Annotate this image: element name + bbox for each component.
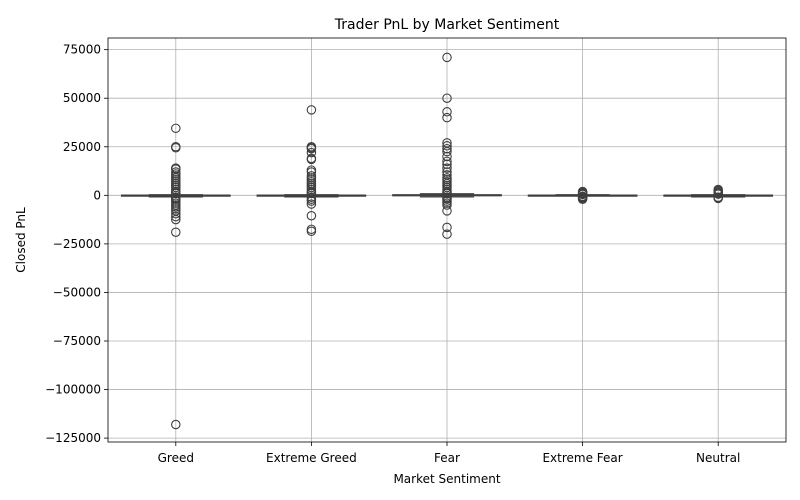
outlier-point bbox=[577, 194, 588, 204]
outlier-point bbox=[171, 209, 181, 219]
outlier-point bbox=[442, 93, 452, 103]
y-tick-label: −25000 bbox=[53, 237, 101, 251]
x-tick-label: Fear bbox=[434, 451, 460, 465]
outlier-point bbox=[306, 143, 317, 154]
outlier-point bbox=[442, 151, 452, 162]
outlier-point bbox=[442, 167, 452, 177]
outlier-point bbox=[306, 147, 317, 158]
outlier-point bbox=[442, 141, 452, 151]
outlier-point bbox=[171, 227, 181, 237]
outlier-point bbox=[306, 226, 317, 237]
x-tick-label: Extreme Fear bbox=[542, 451, 622, 465]
box-layer bbox=[120, 52, 774, 430]
y-tick-label: −75000 bbox=[53, 334, 101, 348]
outlier-point bbox=[306, 196, 317, 206]
y-tick-label: 25000 bbox=[63, 140, 101, 154]
outlier-point bbox=[442, 163, 452, 173]
outlier-point bbox=[306, 188, 317, 199]
outlier-point bbox=[171, 188, 181, 199]
outlier-point bbox=[713, 189, 723, 199]
outlier-point bbox=[442, 156, 452, 167]
outlier-point bbox=[171, 419, 181, 430]
outlier-point bbox=[442, 229, 452, 239]
outlier-point bbox=[306, 210, 317, 221]
outlier-point bbox=[442, 200, 452, 210]
box-group-extreme-fear bbox=[527, 186, 638, 204]
outlier-point bbox=[442, 188, 452, 199]
outlier-point bbox=[442, 222, 452, 233]
outlier-point bbox=[171, 142, 181, 153]
y-tick-label: 75000 bbox=[63, 43, 101, 57]
outlier-point bbox=[442, 52, 452, 63]
chart-title: Trader PnL by Market Sentiment bbox=[334, 17, 560, 33]
outlier-point bbox=[442, 159, 452, 170]
box-group-extreme-greed bbox=[256, 105, 367, 237]
box-group-neutral bbox=[663, 184, 774, 204]
x-axis-label: Market Sentiment bbox=[393, 472, 500, 486]
box-group-fear bbox=[392, 52, 502, 239]
outlier-point bbox=[442, 206, 452, 216]
outlier-point bbox=[442, 146, 452, 157]
y-tick-label: −100000 bbox=[45, 383, 101, 397]
outlier-point bbox=[171, 211, 181, 222]
y-tick-label: 0 bbox=[93, 188, 101, 202]
tick-layer: 75000 50000 25000 0 −25000 −50000 −75000 −10000… bbox=[45, 43, 740, 465]
box-group-greed bbox=[120, 123, 231, 430]
y-axis-label: Closed PnL bbox=[14, 207, 28, 273]
outlier-point bbox=[442, 107, 452, 117]
outlier-point bbox=[306, 167, 317, 177]
outlier-point bbox=[442, 143, 452, 154]
outlier-point bbox=[306, 105, 317, 115]
outlier-point bbox=[306, 199, 317, 209]
x-tick-label: Extreme Greed bbox=[266, 451, 357, 465]
outlier-point bbox=[171, 214, 181, 225]
outlier-point bbox=[171, 123, 181, 134]
x-tick-label: Greed bbox=[158, 451, 194, 465]
outlier-point bbox=[442, 112, 452, 123]
y-tick-label: −50000 bbox=[53, 285, 101, 299]
y-tick-label: −125000 bbox=[45, 431, 101, 445]
outlier-point bbox=[306, 154, 317, 165]
outlier-point bbox=[713, 193, 723, 204]
y-tick-label: 50000 bbox=[63, 91, 101, 105]
x-tick-label: Neutral bbox=[696, 451, 740, 465]
